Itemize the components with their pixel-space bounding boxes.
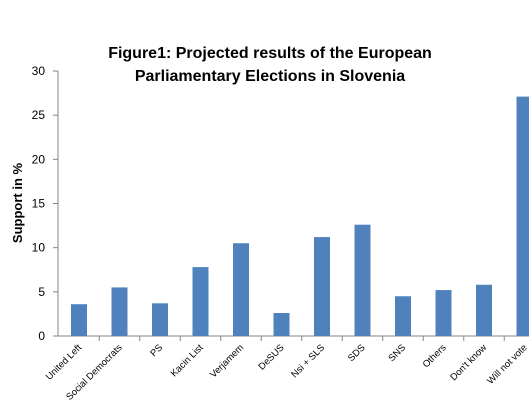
- bar: [273, 313, 290, 336]
- y-tick-label: 10: [32, 241, 46, 255]
- y-tick-label: 30: [32, 64, 46, 78]
- x-tick-label: PS: [148, 342, 165, 359]
- bar: [354, 224, 371, 336]
- x-tick-label: United Left: [44, 342, 85, 383]
- y-tick-label: 15: [32, 197, 46, 211]
- x-tick-label: Verjamem: [208, 342, 246, 380]
- chart-title: Figure1: Projected results of the Europe…: [108, 45, 432, 62]
- x-tick-label: Others: [421, 342, 449, 370]
- bar: [233, 243, 249, 336]
- x-tick-label: Nsi + SLS: [289, 342, 327, 380]
- x-tick-label: Will not vote: [485, 342, 529, 386]
- bar: [314, 237, 330, 336]
- bar: [516, 96, 529, 336]
- x-tick-label: SNS: [387, 342, 409, 364]
- y-tick-label: 5: [38, 285, 45, 299]
- bar: [395, 296, 411, 336]
- bars: [71, 96, 529, 336]
- y-axis-label: Support in %: [10, 162, 25, 243]
- x-tick-label: SDS: [346, 342, 368, 364]
- bar: [111, 287, 128, 336]
- x-tick-label: Kacin List: [169, 342, 206, 379]
- bar: [192, 267, 209, 336]
- y-tick-label: 20: [32, 152, 46, 166]
- bar: [71, 304, 87, 336]
- y-axis-ticks: 0 5 10 15 20 25 30: [32, 64, 58, 343]
- bar: [152, 303, 168, 336]
- bar: [476, 284, 492, 336]
- y-tick-label: 0: [38, 329, 45, 343]
- chart-subtitle: Parliamentary Elections in Slovenia: [135, 68, 405, 85]
- bar: [435, 290, 452, 336]
- axes: [57, 71, 529, 337]
- y-tick-label: 25: [32, 108, 46, 122]
- x-tick-label: DeSUS: [256, 342, 286, 372]
- x-tick-label: Don't know: [448, 342, 489, 383]
